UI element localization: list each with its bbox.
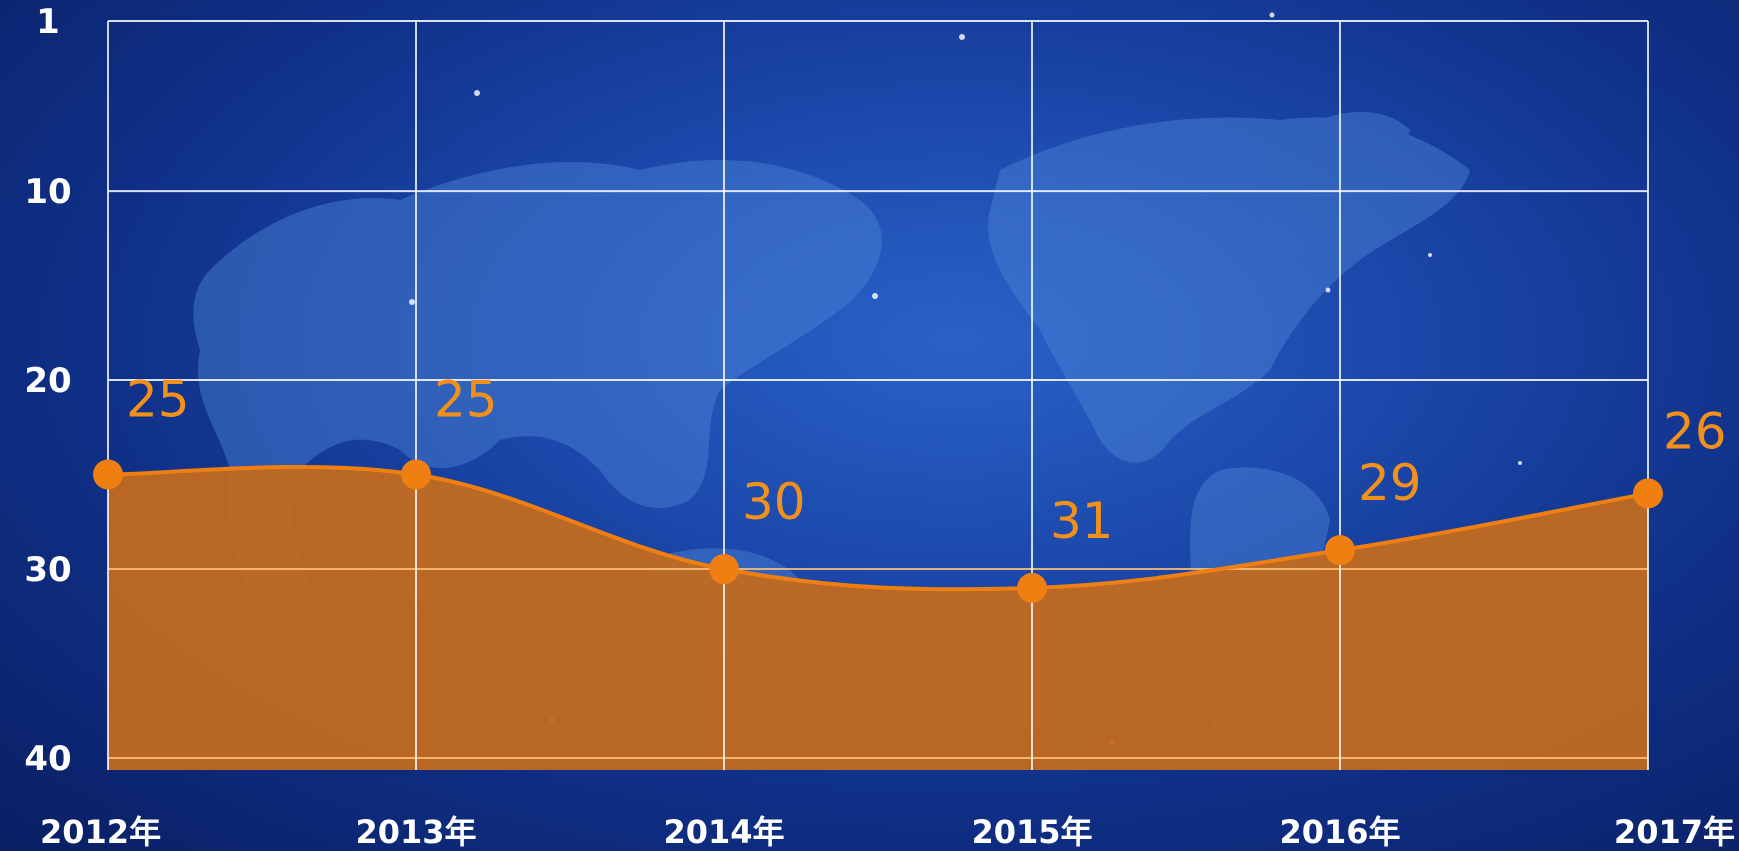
data-point	[709, 554, 739, 585]
area-layer	[108, 466, 1648, 770]
grid-layer	[107, 20, 1649, 770]
data-label: 26	[1663, 402, 1727, 460]
labels-layer: 25 25 30 31 29 26	[126, 371, 1727, 550]
x-tick-label: 2017年	[1614, 813, 1735, 851]
axes-layer: 1 10 20 30 40 2012年 2013年 2014年 2015年 2016年 2017年	[24, 2, 1735, 851]
data-point	[401, 459, 431, 490]
data-label: 31	[1050, 492, 1114, 550]
data-label: 25	[434, 371, 498, 429]
data-point	[1017, 572, 1047, 603]
data-point	[93, 459, 123, 490]
data-label: 30	[742, 473, 806, 531]
series-area	[108, 466, 1648, 770]
y-tick-label: 1	[36, 2, 60, 42]
y-tick-label: 20	[24, 361, 71, 401]
data-point	[1325, 535, 1355, 566]
y-tick-label: 40	[24, 739, 71, 779]
data-label: 29	[1358, 454, 1422, 512]
x-tick-label: 2016年	[1279, 813, 1400, 851]
y-tick-label: 10	[24, 172, 71, 212]
x-tick-label: 2013年	[355, 813, 476, 851]
x-tick-label: 2012年	[40, 813, 161, 851]
x-tick-label: 2015年	[971, 813, 1092, 851]
x-tick-label: 2014年	[663, 813, 784, 851]
series-line	[107, 464, 1649, 592]
y-tick-label: 30	[24, 550, 71, 590]
line-layer	[107, 464, 1649, 592]
data-point	[1633, 478, 1663, 509]
points-layer	[93, 459, 1663, 603]
data-label: 25	[126, 371, 190, 429]
